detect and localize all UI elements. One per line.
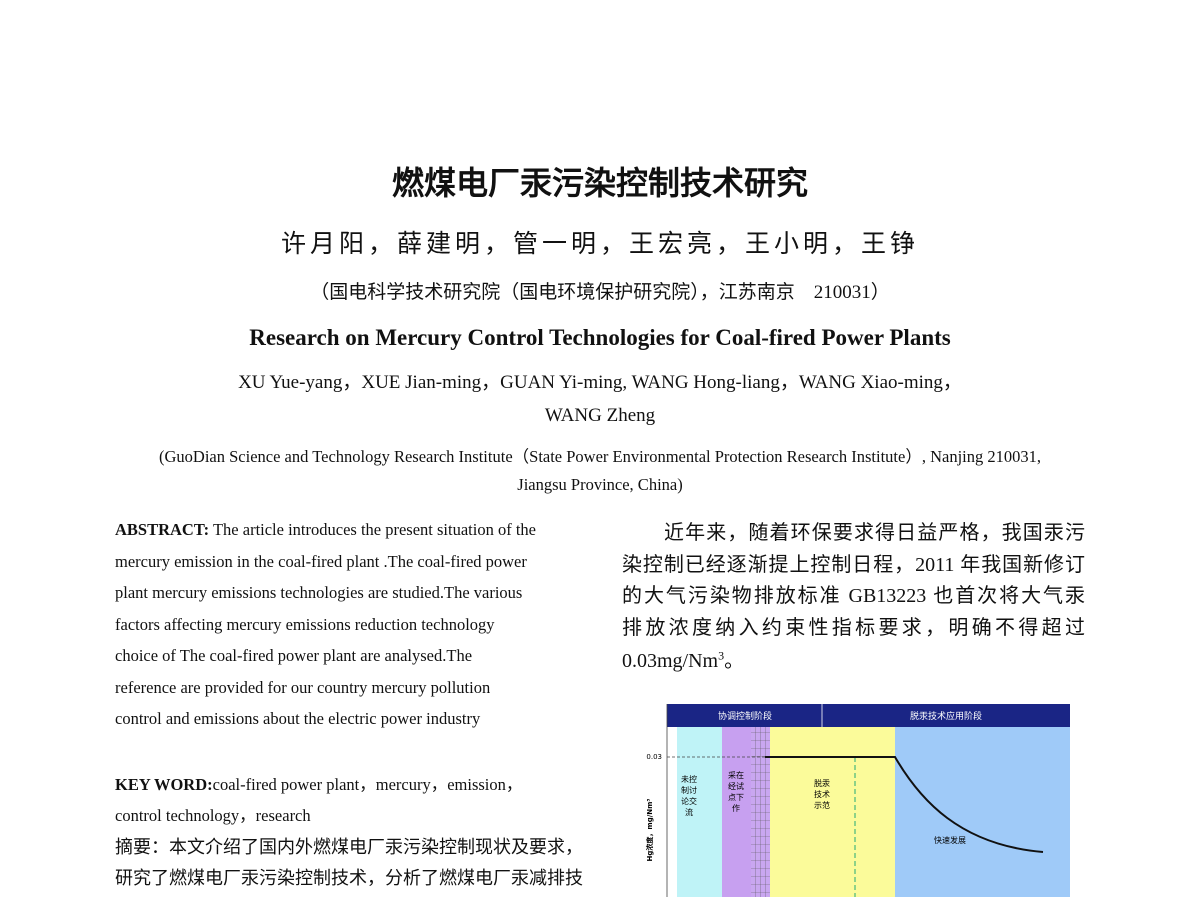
chinese-abstract-line: 研究了燃煤电厂汞污染控制技术，分析了燃煤电厂汞减排技 xyxy=(115,868,583,888)
authors: 许月阳，薛建明，管一明，王宏亮，王小明，王铮 xyxy=(280,231,919,258)
body-line: 0.03mg/Nm3。 xyxy=(622,644,744,673)
region xyxy=(751,727,770,897)
abstract-line: ABSTRACT: The article introduces the pre… xyxy=(115,520,536,540)
body-line: 染控制已经逐渐提上控制日程，2011 年我国新修订 xyxy=(622,553,1085,576)
body-text: 0.03mg/Nm xyxy=(622,650,719,672)
region-label: 示范 xyxy=(814,800,830,810)
keywords-line: KEY WORD:coal-fired power plant，mercury，… xyxy=(115,771,522,795)
region-label: 点下 xyxy=(728,793,744,802)
keywords-line: control technology，research xyxy=(115,806,311,825)
region-label: 经试 xyxy=(728,781,744,791)
title: 燃煤电厂汞污染控制技术研究 xyxy=(391,164,808,202)
region xyxy=(722,727,751,897)
region-label: 采在 xyxy=(728,770,744,780)
affiliation: （国电科学技术研究院（国电环境保护研究院），江苏南京 210031） xyxy=(310,282,890,303)
abstract-line: plant mercury emissions technologies are… xyxy=(115,583,523,602)
body-line: 排放浓度纳入约束性指标要求，明确不得超过 xyxy=(622,617,1085,640)
english-title: Research on Mercury Control Technologies… xyxy=(249,325,951,350)
abstract-line: control and emissions about the electric… xyxy=(115,709,481,728)
abstract-line: factors affecting mercury emissions redu… xyxy=(115,614,495,634)
y-label: Hg浓度，mg/Nm³ xyxy=(645,799,654,862)
abstract-line: choice of The coal-fired power plant are… xyxy=(115,646,473,665)
abstract-line: mercury emission in the coal-fired plant… xyxy=(115,551,527,571)
body-line: 近年来，随着环保要求得日益严格，我国汞污 xyxy=(664,522,1085,544)
keywords-text: coal-fired power plant，mercury，emission， xyxy=(212,775,523,794)
keywords-label: KEY WORD: xyxy=(115,775,213,794)
region xyxy=(770,727,895,897)
body-line: 的大气污染物排放标准 GB13223 也首次将大气汞 xyxy=(622,585,1085,608)
region xyxy=(677,727,722,897)
figure: 协调控制阶段 脱汞技术应用阶段 0.03 Hg浓度，mg/Nm³ 未控制讨论交流… xyxy=(645,704,1070,897)
english-affiliation: Jiangsu Province, China) xyxy=(517,475,683,494)
region-label: 脱汞 xyxy=(814,778,830,788)
region-label: 论交 xyxy=(681,796,697,806)
chinese-abstract-line: 摘要：本文介绍了国内外燃煤电厂汞污染控制现状及要求， xyxy=(115,837,583,857)
curve xyxy=(765,756,1044,853)
region-label: 制讨 xyxy=(681,785,697,795)
abstract-text: The article introduces the present situa… xyxy=(209,520,536,539)
english-affiliation: (GuoDian Science and Technology Research… xyxy=(159,447,1041,466)
region-label: 技术 xyxy=(814,789,830,799)
region-label: 未控 xyxy=(681,774,697,784)
y-tick: 0.03 xyxy=(646,753,662,761)
region-label: 作 xyxy=(732,803,740,813)
superscript: 3 xyxy=(718,648,725,663)
english-authors: WANG Zheng xyxy=(544,405,656,426)
header-label: 协调控制阶段 xyxy=(718,710,772,722)
region xyxy=(895,727,1070,897)
body-text: 。 xyxy=(724,650,745,672)
region-label: 快速发展 xyxy=(934,835,966,845)
abstract-line: reference are provided for our country m… xyxy=(115,677,491,697)
figure-header xyxy=(667,704,1070,727)
header-label: 脱汞技术应用阶段 xyxy=(910,710,982,722)
region-label: 流 xyxy=(685,807,693,817)
abstract-label: ABSTRACT: xyxy=(115,520,210,539)
english-authors: XU Yue-yang，XUE Jian-ming，GUAN Yi-ming, … xyxy=(238,372,962,393)
